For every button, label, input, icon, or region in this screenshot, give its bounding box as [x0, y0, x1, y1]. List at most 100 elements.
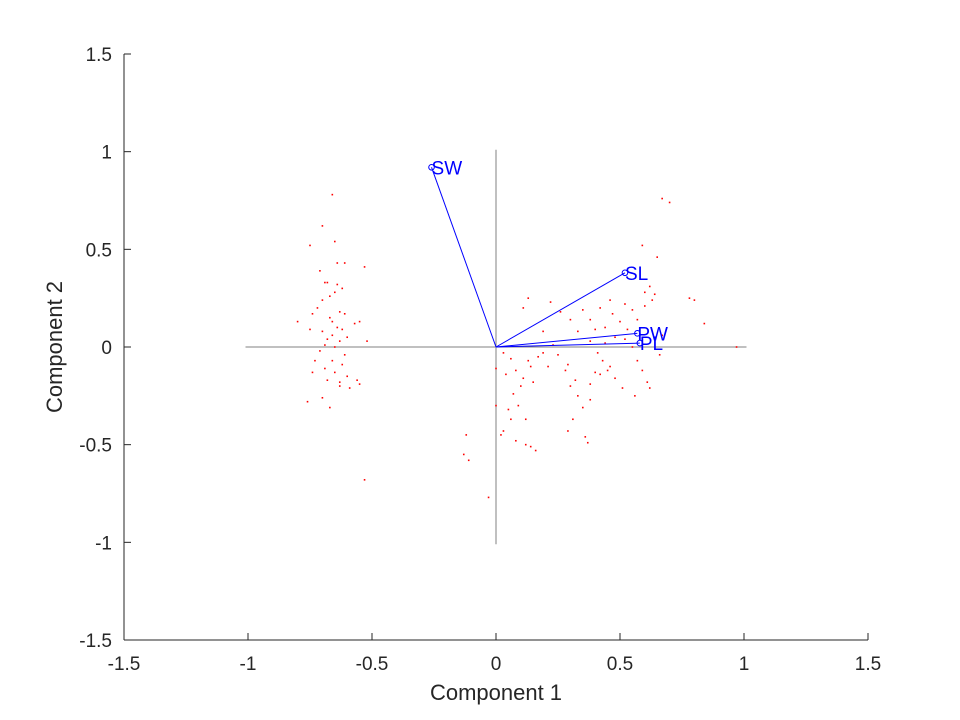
score-point: [321, 396, 324, 399]
score-point: [634, 395, 636, 397]
vector-label-pl: PL: [640, 334, 663, 355]
score-point: [703, 322, 706, 325]
x-ticks: -1.5 -1 -0.5 0 0.5 1 1.5: [108, 633, 881, 675]
vector-label-sl: SL: [625, 264, 648, 285]
score-point: [668, 201, 671, 204]
score-point: [621, 387, 624, 389]
score-point: [582, 309, 584, 311]
score-point: [564, 369, 567, 372]
score-point: [594, 371, 596, 374]
y-ticks: -1.5 -1 -0.5 0 0.5 1 1.5: [79, 45, 131, 652]
score-point: [338, 311, 341, 313]
x-tick-label: -1: [240, 654, 257, 675]
vector-marker-pw: [634, 330, 641, 337]
x-tick-label: 1.5: [855, 654, 881, 675]
score-point: [296, 320, 299, 323]
score-point: [569, 318, 572, 321]
score-point: [658, 354, 661, 356]
score-point: [524, 418, 527, 421]
score-point: [334, 371, 336, 374]
score-point: [338, 340, 341, 342]
score-point: [341, 328, 344, 331]
score-point: [502, 430, 505, 432]
score-point: [329, 316, 331, 319]
vector-line-pw: [495, 332, 638, 348]
score-point: [336, 326, 339, 329]
score-point: [336, 283, 339, 286]
score-point: [495, 367, 497, 370]
y-tick-label: 0: [101, 338, 112, 359]
x-axis-title: Component 1: [430, 680, 562, 705]
score-point: [311, 371, 314, 374]
score-point: [589, 383, 592, 385]
vector-marker-sw: [428, 163, 435, 171]
score-point: [522, 307, 525, 309]
score-point: [624, 303, 626, 305]
y-tick-label: 1: [101, 143, 112, 164]
vector-line-sl: [495, 272, 626, 348]
score-point: [334, 346, 336, 348]
vector-line-sw: [431, 167, 497, 348]
score-point: [529, 445, 532, 448]
score-point: [636, 318, 639, 321]
score-point: [534, 449, 537, 452]
y-tick-label: 0.5: [86, 240, 112, 261]
score-point: [324, 281, 326, 284]
score-point: [604, 342, 606, 344]
score-point: [522, 377, 525, 380]
score-point: [309, 244, 311, 247]
score-point: [624, 338, 626, 340]
score-point: [529, 365, 532, 368]
score-point: [589, 340, 592, 342]
x-tick-label: 0.5: [607, 654, 633, 675]
score-point: [515, 369, 517, 372]
score-point: [527, 359, 530, 362]
score-point: [542, 330, 544, 333]
score-point: [584, 436, 587, 438]
score-point: [346, 375, 348, 378]
vector-marker-sl: [621, 269, 629, 277]
x-tick-label: -1.5: [108, 654, 141, 675]
score-point: [644, 291, 646, 294]
score-point: [510, 357, 512, 360]
score-point: [524, 443, 527, 446]
score-point: [507, 408, 510, 411]
y-tick-label: -0.5: [79, 436, 112, 457]
score-point: [596, 352, 599, 354]
score-point: [520, 385, 522, 387]
score-point: [517, 404, 520, 407]
x-tick-label: 0: [491, 654, 502, 675]
score-point: [609, 299, 611, 301]
score-point: [341, 287, 344, 290]
score-point: [331, 359, 334, 362]
score-point: [547, 365, 549, 368]
score-point: [577, 330, 579, 333]
score-point: [363, 266, 366, 268]
score-point: [559, 311, 562, 313]
score-point: [641, 244, 644, 247]
score-point: [512, 393, 515, 395]
score-point: [606, 369, 609, 372]
score-point: [331, 334, 334, 337]
score-point: [500, 434, 502, 436]
score-point: [651, 299, 654, 301]
score-point: [589, 398, 592, 401]
score-point: [321, 330, 324, 333]
score-point: [646, 381, 649, 383]
score-point: [465, 434, 468, 436]
score-points: [296, 193, 738, 499]
score-point: [358, 383, 361, 385]
score-point: [609, 365, 611, 368]
score-point: [324, 367, 326, 370]
score-point: [569, 385, 572, 387]
score-point: [577, 395, 579, 397]
score-point: [329, 295, 331, 298]
score-point: [341, 363, 344, 366]
score-point: [348, 387, 351, 389]
score-point: [502, 352, 505, 354]
score-point: [656, 256, 658, 258]
score-point: [319, 270, 321, 272]
score-point: [326, 281, 329, 284]
y-tick-label: 1.5: [86, 45, 112, 66]
score-point: [661, 334, 663, 337]
